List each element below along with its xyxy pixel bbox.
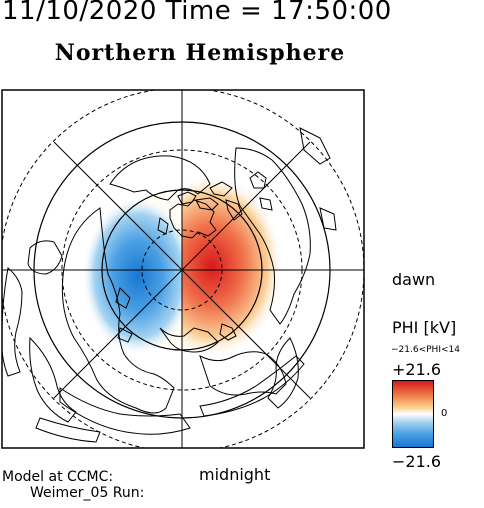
dawn-label: dawn (392, 270, 436, 289)
colorbar-zero-label: 0 (441, 408, 448, 419)
page-title: Northern Hemisphere (54, 40, 346, 66)
colorbar-max-label: +21.6 (392, 360, 442, 379)
date-time-header: 11/10/2020 Time = 17:50:00 (2, 0, 392, 26)
colorbar (392, 380, 434, 448)
run-label: Weimer_05 Run: (30, 485, 145, 501)
polar-map (1, 89, 365, 449)
meridian-lines (2, 90, 364, 448)
midnight-label: midnight (199, 465, 271, 484)
coastlines (2, 127, 337, 443)
colorbar-range-text: −21.6<PHI<14 (391, 345, 460, 355)
colorbar-title: PHI [kV] (392, 318, 457, 337)
model-label: Model at CCMC: (2, 469, 114, 485)
colorbar-min-label: −21.6 (392, 452, 442, 471)
map-frame (1, 89, 365, 449)
